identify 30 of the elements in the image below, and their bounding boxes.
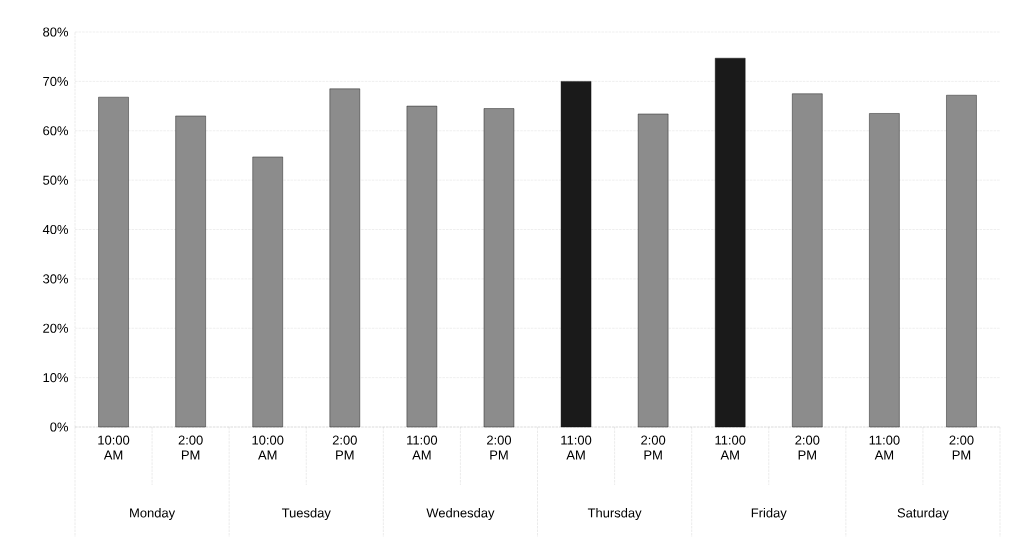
x-tick-label: 2:00 PM (487, 435, 512, 460)
x-tick-label: 2:00 PM (795, 435, 820, 460)
x-tick-label: 2:00 PM (178, 435, 203, 460)
y-tick-label: 60% (43, 126, 69, 136)
text: Thursday (587, 507, 642, 521)
x-tick-label: 2:00 PM (949, 435, 974, 460)
y-tick-label: 80% (43, 27, 69, 37)
x-tick-label: 11:00 AM (715, 435, 746, 460)
x-tick-label: 2:00 PM (641, 435, 666, 460)
y-tick-label: 0% (50, 422, 69, 432)
text: Tuesday (281, 507, 331, 521)
x-tick-label: 2:00 PM (332, 435, 357, 460)
y-tick-label: 40% (42, 224, 69, 235)
x-tick-label: 10:00 AM (252, 435, 284, 460)
x-tick-label: 10:00 AM (98, 435, 130, 460)
x-tick-label: 11:00 AM (869, 435, 900, 460)
x-tick-label: 11:00 AM (561, 435, 592, 460)
text: Wednesday (426, 507, 495, 521)
text: Saturday (897, 507, 949, 521)
bar (715, 57, 746, 428)
y-tick-label: 70% (43, 76, 69, 86)
y-tick-label: 10% (43, 373, 69, 383)
text: Monday (130, 507, 176, 521)
y-tick-label: 50% (43, 175, 69, 185)
x-tick-label: 11:00 AM (407, 435, 438, 460)
bar (792, 93, 823, 428)
y-tick-label: 30% (43, 274, 69, 284)
bar (560, 81, 592, 428)
y-tick-label: 20% (43, 323, 69, 333)
text: Friday (751, 507, 787, 521)
